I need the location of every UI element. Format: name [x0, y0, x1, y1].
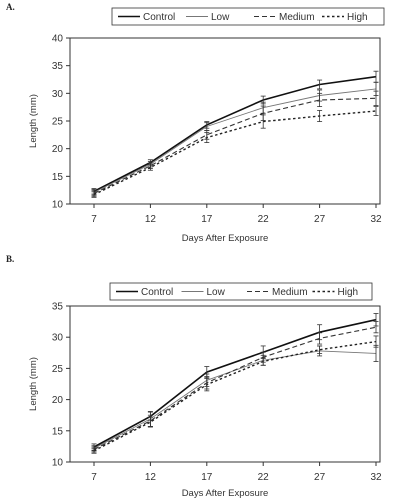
x-tick-label: 22 — [258, 472, 270, 483]
x-tick-label: 22 — [258, 214, 270, 225]
plot-frame — [69, 305, 381, 463]
y-tick-label: 25 — [52, 117, 64, 128]
x-tick-label: 12 — [145, 472, 157, 483]
panel-label-b: B. — [6, 254, 15, 264]
series-line-low — [93, 88, 377, 193]
y-tick-label: 10 — [52, 200, 64, 211]
legend-box — [109, 282, 373, 301]
chart-a: 10 15 20 25 30 35 40 7 12 17 22 27 32 Days After Expo… — [28, 7, 385, 244]
y-tick-label: 25 — [52, 364, 64, 375]
series-line-control — [93, 75, 377, 193]
x-tick-label: 27 — [314, 472, 326, 483]
y-tick-label: 35 — [52, 61, 64, 72]
y-tick-label: 15 — [52, 426, 64, 437]
x-tick-label: 17 — [201, 472, 213, 483]
y-tick-label: 20 — [52, 144, 64, 155]
legend-label: High — [338, 287, 359, 298]
y-axis-title: Length (mm) — [28, 357, 39, 411]
legend-label: Low — [211, 12, 230, 23]
legend-label: Low — [207, 287, 226, 298]
series-line-high — [93, 110, 377, 196]
series-line-medium — [93, 326, 377, 450]
legend-label: Control — [141, 287, 173, 298]
x-tick-label: 7 — [91, 472, 97, 483]
x-tick-label: 32 — [370, 214, 382, 225]
x-tick-label: 17 — [201, 214, 213, 225]
legend-label: High — [347, 12, 368, 23]
legend-box — [111, 7, 385, 26]
y-tick-label: 20 — [52, 395, 64, 406]
x-tick-label: 7 — [91, 214, 97, 225]
x-axis-title: Days After Exposure — [182, 488, 269, 499]
y-tick-label: 40 — [52, 34, 64, 45]
series-line-control — [93, 318, 377, 448]
y-axis-title: Length (mm) — [28, 94, 39, 148]
x-tick-label: 12 — [145, 214, 157, 225]
legend-label: Medium — [279, 12, 315, 23]
panel-label-a: A. — [6, 2, 15, 12]
y-tick-label: 30 — [52, 333, 64, 344]
legend-label: Control — [143, 12, 175, 23]
legend-label: Medium — [272, 287, 308, 298]
y-tick-label: 30 — [52, 89, 64, 100]
x-axis-title: Days After Exposure — [182, 233, 269, 244]
y-tick-label: 15 — [52, 172, 64, 183]
x-tick-label: 32 — [370, 472, 382, 483]
y-tick-label: 35 — [52, 302, 64, 313]
series-line-low — [93, 350, 377, 449]
y-tick-label: 10 — [52, 458, 64, 469]
series-line-high — [93, 340, 377, 452]
x-tick-label: 27 — [314, 214, 326, 225]
series-line-medium — [93, 97, 377, 194]
